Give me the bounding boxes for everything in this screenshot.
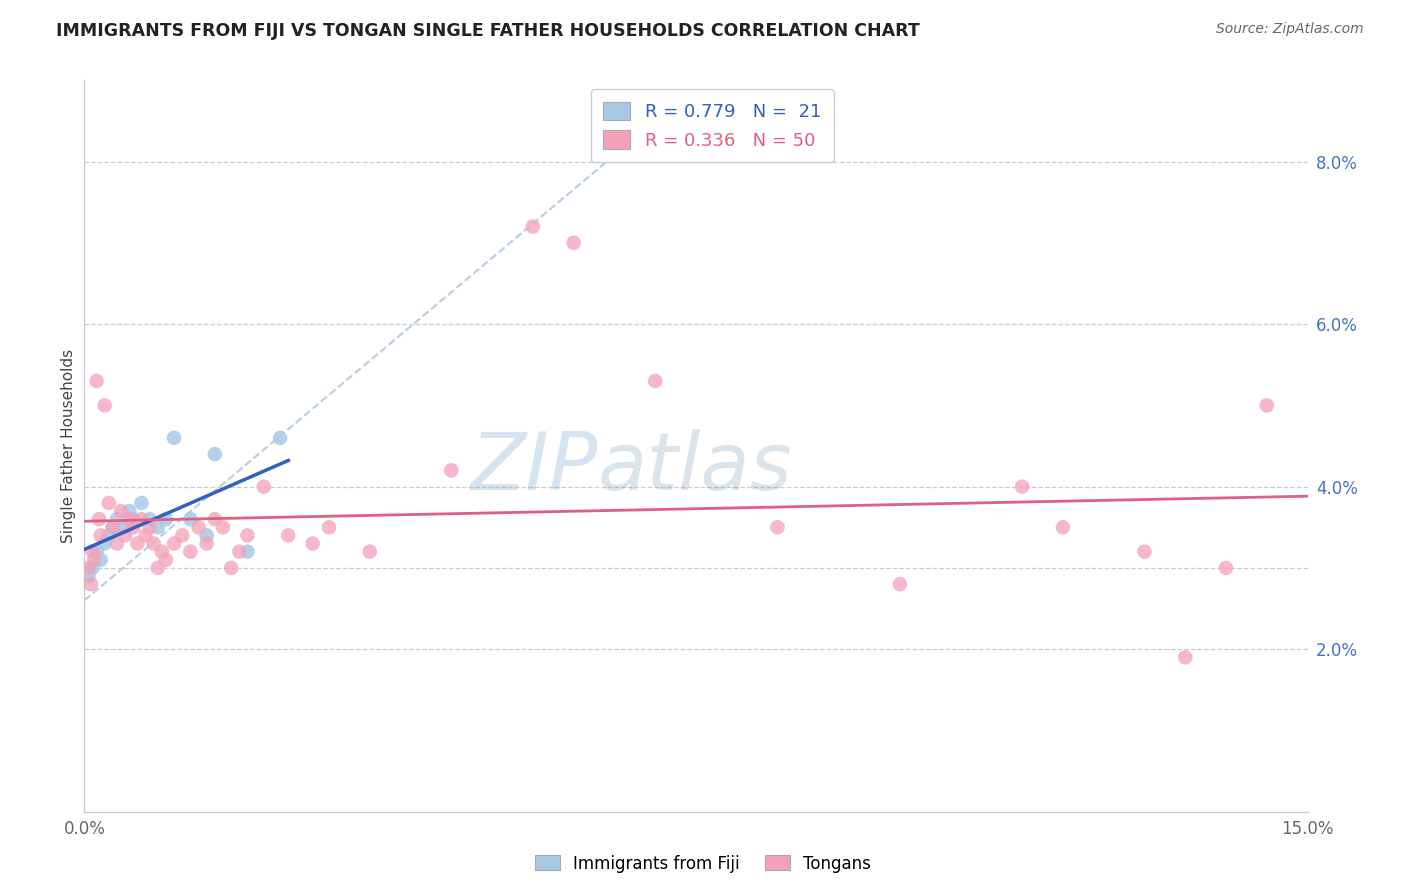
Point [131,512,153,526]
Legend: Immigrants from Fiji, Tongans: Immigrants from Fiji, Tongans [529,848,877,880]
Point [150,544,173,558]
Point [236,544,259,558]
Point [131,496,153,510]
Point [1215,561,1237,575]
Point [562,235,585,250]
Point [93,398,115,412]
Point [1174,650,1197,665]
Point [644,374,666,388]
Point [118,512,141,526]
Point [163,431,186,445]
Point [118,504,141,518]
Point [82,561,104,575]
Point [146,520,169,534]
Point [90,528,112,542]
Point [114,520,136,534]
Point [301,536,323,550]
Point [359,544,381,558]
Point [187,520,209,534]
Point [86,374,108,388]
Point [155,553,177,567]
Point [97,528,120,542]
Point [889,577,911,591]
Point [135,528,157,542]
Point [105,536,128,550]
Point [80,577,103,591]
Point [195,536,218,550]
Point [253,480,276,494]
Point [138,512,160,526]
Point [122,520,145,534]
Text: atlas: atlas [598,429,793,507]
Legend: R = 0.779   N =  21, R = 0.336   N = 50: R = 0.779 N = 21, R = 0.336 N = 50 [591,89,834,162]
Point [86,544,108,558]
Text: IMMIGRANTS FROM FIJI VS TONGAN SINGLE FATHER HOUSEHOLDS CORRELATION CHART: IMMIGRANTS FROM FIJI VS TONGAN SINGLE FA… [56,22,920,40]
Point [138,520,160,534]
Point [1052,520,1074,534]
Point [142,536,165,550]
Point [110,504,132,518]
Point [114,528,136,542]
Point [122,512,145,526]
Point [318,520,340,534]
Point [766,520,789,534]
Point [204,447,226,461]
Point [77,561,100,575]
Point [212,520,235,534]
Point [83,553,105,567]
Point [87,512,110,526]
Point [228,544,250,558]
Point [163,536,186,550]
Point [101,520,124,534]
Point [179,512,201,526]
Point [195,528,218,542]
Point [77,569,100,583]
Point [204,512,226,526]
Point [146,561,169,575]
Point [1133,544,1156,558]
Point [277,528,299,542]
Point [179,544,201,558]
Y-axis label: Single Father Households: Single Father Households [60,349,76,543]
Point [522,219,544,234]
Point [155,512,177,526]
Text: ZIP: ZIP [471,429,598,507]
Point [1011,480,1033,494]
Point [90,553,112,567]
Point [269,431,291,445]
Point [440,463,463,477]
Point [127,536,149,550]
Point [1256,398,1278,412]
Point [93,536,115,550]
Point [236,528,259,542]
Point [97,496,120,510]
Point [105,512,128,526]
Text: Source: ZipAtlas.com: Source: ZipAtlas.com [1216,22,1364,37]
Point [82,544,104,558]
Point [219,561,242,575]
Point [172,528,194,542]
Point [101,520,124,534]
